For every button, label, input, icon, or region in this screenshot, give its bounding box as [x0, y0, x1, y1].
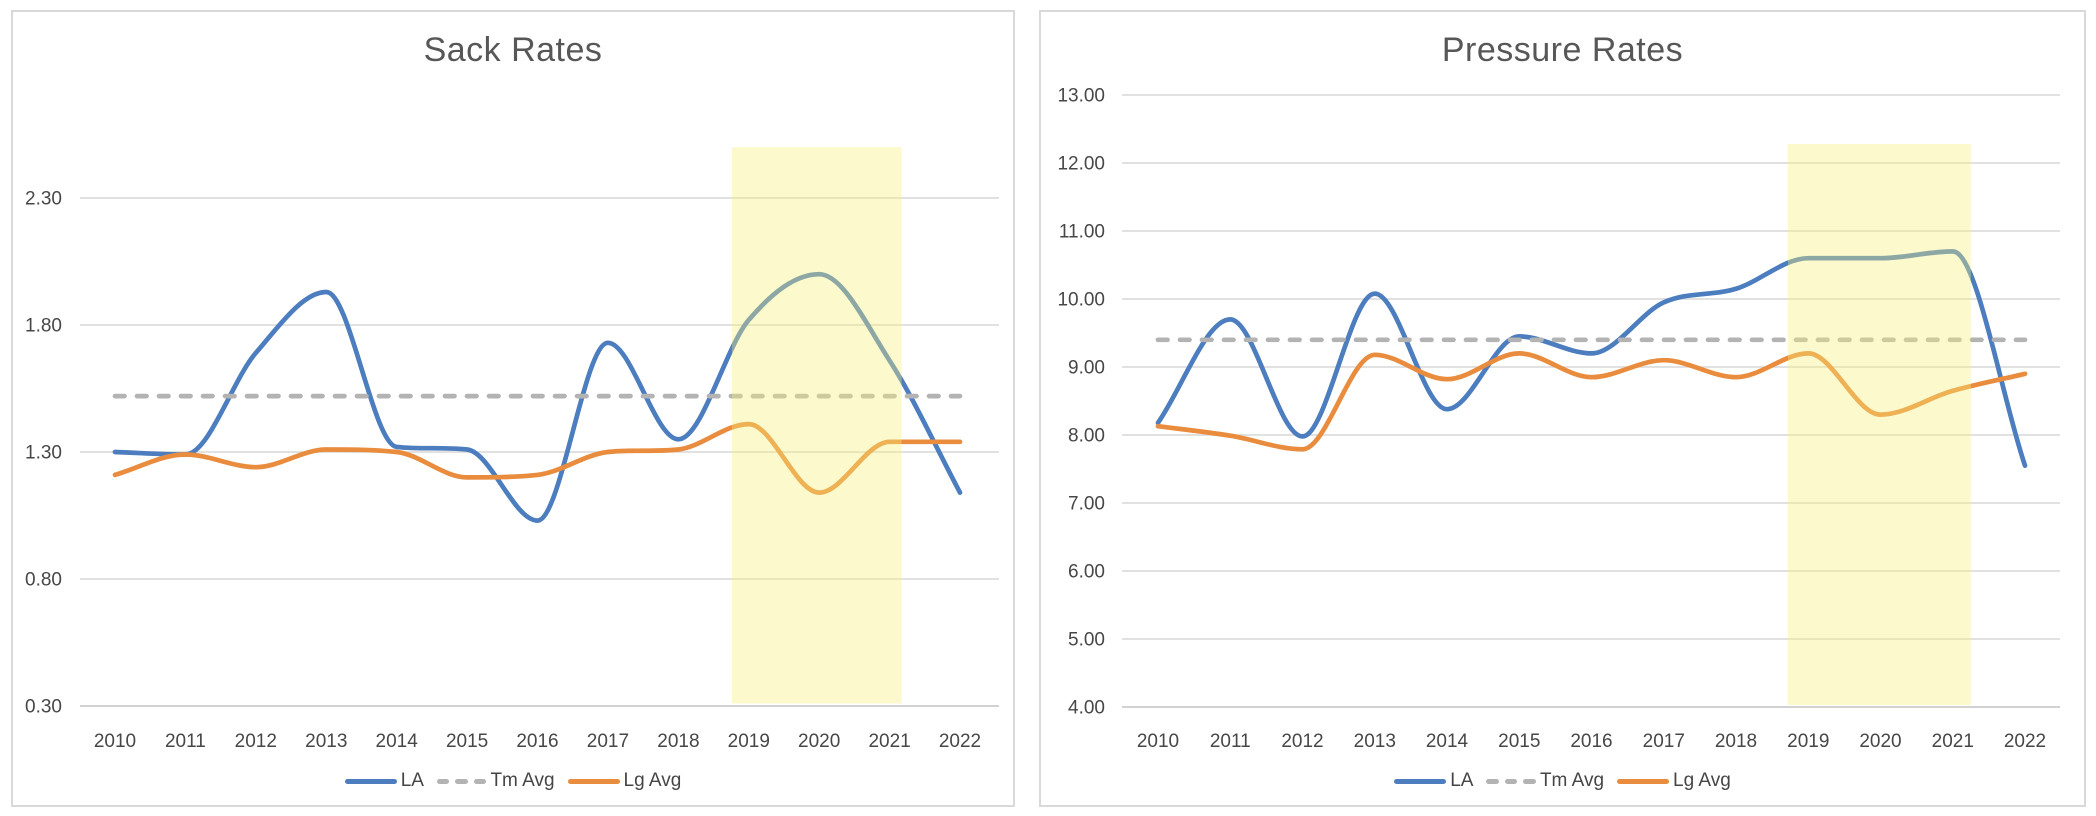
legend-item-tm-avg: Tm Avg	[1486, 770, 1604, 792]
tm-avg-dashed-swatch	[436, 778, 487, 784]
pressure-rates-chart-panel[interactable]: Pressure Rates LA Tm Avg Lg Avg	[1039, 10, 2086, 807]
legend-label: LA	[1450, 770, 1474, 791]
chart-title: Sack Rates	[423, 31, 603, 69]
legend-label: Lg Avg	[623, 770, 682, 791]
chart-legend: LA Tm Avg Lg Avg	[1041, 770, 2084, 792]
legend-item-lg-avg: Lg Avg	[1617, 770, 1731, 792]
legend-label: LA	[400, 770, 424, 791]
la-line-swatch	[1394, 778, 1447, 784]
legend-label: Tm Avg	[490, 770, 555, 791]
legend-item-la: LA	[1394, 770, 1473, 792]
la-line-swatch	[344, 778, 397, 784]
legend-item-lg-avg: Lg Avg	[567, 770, 682, 792]
lg-avg-line-swatch	[1617, 778, 1670, 784]
legend-label: Lg Avg	[1673, 770, 1731, 791]
legend-item-tm-avg: Tm Avg	[436, 770, 555, 792]
chart-title: Pressure Rates	[1441, 31, 1684, 69]
legend-label: Tm Avg	[1539, 770, 1605, 791]
chart-legend: LA Tm Avg Lg Avg	[13, 770, 1013, 792]
legend-item-la: LA	[344, 770, 424, 792]
sack-rates-chart-panel[interactable]: Sack Rates LA Tm Avg Lg Avg	[11, 10, 1015, 807]
tm-avg-dashed-swatch	[1486, 778, 1536, 784]
lg-avg-line-swatch	[567, 778, 620, 784]
